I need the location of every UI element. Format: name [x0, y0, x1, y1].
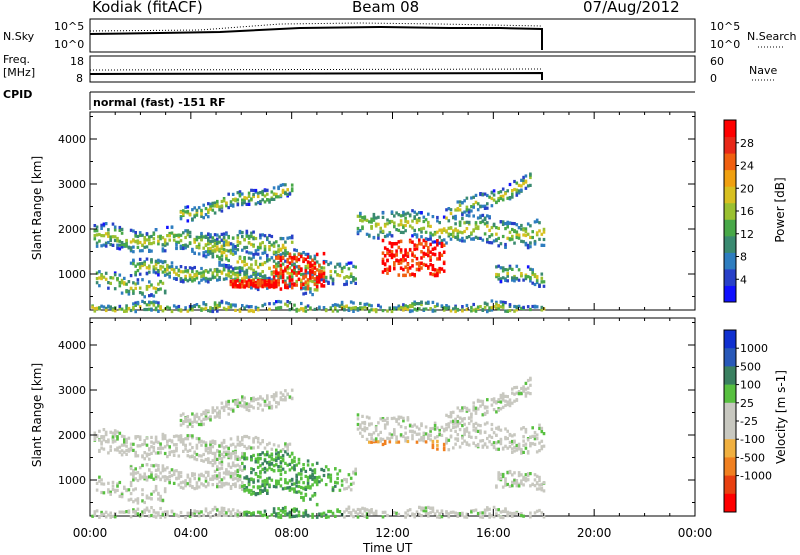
power-colorbar-swatch [724, 136, 736, 154]
cpid-value: normal (fast) -151 RF [93, 96, 226, 109]
power-colorbar-swatch [724, 285, 736, 303]
velocity-colorbar-swatch [724, 366, 736, 386]
xtick-label-6: 00:00 [678, 526, 713, 540]
strip-freq [89, 55, 696, 83]
nave-series [89, 68, 543, 71]
velocity-colorbar-swatch [724, 348, 736, 367]
nsearch-label: N.Search [747, 30, 797, 43]
power-colorbar-tick-5: 24 [740, 160, 754, 173]
ytick-label-0-0: 1000 [58, 268, 86, 281]
velocity-panel [89, 317, 696, 520]
power-colorbar-tick-0: 4 [740, 273, 747, 286]
power-colorbar-swatch [724, 219, 736, 237]
xtick-label-5: 20:00 [577, 526, 612, 540]
velocity-colorbar-swatch [724, 493, 736, 513]
nsearch-tick-high: 10^5 [710, 20, 741, 33]
power-colorbar-swatch [724, 186, 736, 204]
power-colorbar-swatch [724, 252, 736, 270]
power-colorbar-tick-4: 20 [740, 182, 754, 195]
axis-ticks: 1000 2000 3000 4000 1000 2000 3000 4000 00:00 04:… [58, 112, 712, 540]
velocity-colorbar-swatch [724, 330, 736, 349]
nsky-tick-low: 10^0 [54, 38, 85, 51]
velocity-colorbar-tick-2: 100 [740, 379, 761, 392]
xtick-label-4: 16:00 [476, 526, 511, 540]
freq-unit: [MHz] [3, 66, 36, 79]
ytick-label-0-3: 4000 [58, 133, 86, 146]
velocity-colorbar-tick-6: -500 [740, 451, 765, 464]
velocity-colorbar-tick-7: -1000 [740, 470, 772, 483]
ytick-label-1-3: 4000 [58, 339, 86, 352]
date-title: 07/Aug/2012 [583, 0, 680, 16]
power-colorbar-swatch [724, 268, 736, 286]
nsearch-tick-low: 10^0 [710, 38, 741, 51]
nave-tick-low: 0 [710, 72, 717, 85]
nsky-tick-high: 10^5 [54, 20, 85, 33]
nave-tick-high: 60 [710, 55, 724, 68]
velocity-colorbar-swatch [724, 475, 736, 495]
velocity-colorbar-tick-1: 500 [740, 360, 761, 373]
freq-series [89, 71, 543, 80]
x-axis-title: Time UT [363, 541, 413, 555]
cpid-label: CPID [3, 88, 33, 101]
power-colorbar-tick-1: 8 [740, 251, 747, 264]
ytick-label-1-0: 1000 [58, 474, 86, 487]
colorbars: 4 8 12 16 20 24 28 1000 500 100 25 -25 -100 -500 -1000 [723, 119, 772, 513]
power-colorbar-tick-6: 28 [740, 137, 754, 150]
velocity-colorbar-swatch [724, 457, 736, 477]
ytick-label-0-2: 3000 [58, 178, 86, 191]
power-colorbar-tick-3: 16 [740, 205, 754, 218]
strip-nsky [89, 18, 696, 53]
nsky-label: N.Sky [3, 30, 35, 43]
xtick-label-1: 04:00 [174, 526, 209, 540]
station-title: Kodiak (fitACF) [92, 0, 203, 16]
velocity-colorbar-swatch [724, 402, 736, 422]
nsky-series [89, 25, 543, 50]
power-panel [89, 111, 696, 314]
xtick-label-2: 08:00 [274, 526, 309, 540]
legend-line-samples [752, 46, 785, 81]
power-colorbar-swatch [724, 120, 736, 138]
velocity-colorbar-swatch [724, 439, 736, 458]
power-colorbar-swatch [724, 169, 736, 187]
power-colorbar-swatch [724, 202, 736, 220]
velocity-colorbar-swatch [724, 384, 736, 404]
freq-label: Freq. [3, 53, 31, 66]
power-colorbar-tick-2: 12 [740, 228, 754, 241]
power-colorbar-swatch [724, 235, 736, 253]
power-colorbar-swatch [724, 153, 736, 171]
velocity-colorbar-tick-4: -25 [740, 415, 758, 428]
xtick-label-0: 00:00 [73, 526, 108, 540]
ytick-label-0-1: 2000 [58, 223, 86, 236]
velocity-colorbar-swatch [724, 421, 736, 440]
beam-title: Beam 08 [352, 0, 420, 16]
velocity-colorbar-tick-0: 1000 [740, 342, 768, 355]
freq-tick-low: 8 [76, 72, 83, 85]
ytick-label-1-1: 2000 [58, 429, 86, 442]
freq-tick-high: 18 [70, 55, 84, 68]
xtick-label-3: 12:00 [375, 526, 410, 540]
nave-label: Nave [749, 64, 778, 77]
ytick-label-1-2: 3000 [58, 384, 86, 397]
velocity-colorbar-tick-5: -100 [740, 433, 765, 446]
velocity-colorbar-tick-3: 25 [740, 397, 754, 410]
